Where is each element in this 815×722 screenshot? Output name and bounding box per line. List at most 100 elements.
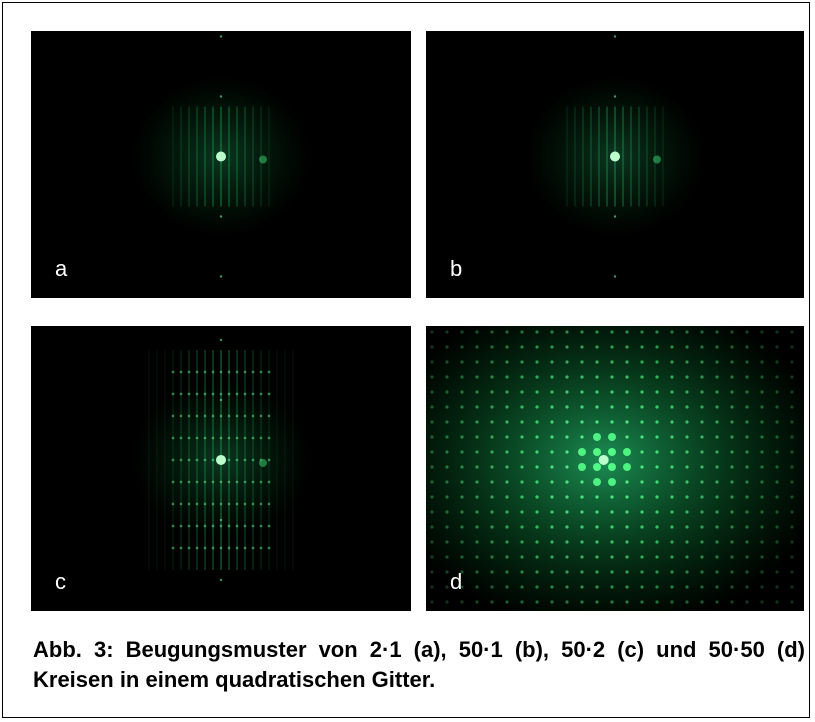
diffraction-dot [460, 495, 464, 499]
diffraction-dot [613, 95, 617, 98]
diffraction-dot [445, 420, 449, 424]
diffraction-dot [251, 414, 255, 418]
diffraction-dot [595, 375, 599, 379]
diffraction-dot [550, 330, 554, 334]
diffraction-dot [625, 330, 629, 334]
diffraction-dot [745, 555, 749, 559]
diffraction-dot [171, 436, 175, 440]
diffraction-dot [595, 510, 599, 514]
diffraction-dot [187, 502, 191, 506]
diffraction-dot [460, 405, 464, 409]
diffraction-dot [219, 518, 223, 522]
diffraction-dot [211, 502, 215, 506]
diffraction-dot [790, 540, 794, 544]
diffraction-dot [550, 450, 554, 454]
diffraction-dot [490, 345, 494, 349]
diffraction-dot [640, 330, 644, 334]
diffraction-dot [505, 510, 509, 514]
diffraction-dot [475, 345, 479, 349]
diffraction-dot [670, 510, 674, 514]
diffraction-dot [760, 540, 764, 544]
diffraction-dot [715, 375, 719, 379]
diffraction-dot [505, 600, 509, 604]
diffraction-dot [610, 555, 614, 559]
diffraction-dot [655, 510, 659, 514]
diffraction-dot [550, 405, 554, 409]
diffraction-dot [187, 546, 191, 550]
diffraction-dot [490, 600, 494, 604]
diffraction-dot [243, 524, 247, 528]
diffraction-dot [445, 570, 449, 574]
diffraction-dot [610, 375, 614, 379]
diffraction-dot [430, 600, 434, 604]
diffraction-dot [775, 480, 779, 484]
diffraction-dot [460, 600, 464, 604]
diffraction-dot [700, 450, 704, 454]
diffraction-dot [235, 392, 239, 396]
diffraction-dot [219, 35, 223, 38]
diffraction-dot [775, 510, 779, 514]
diffraction-dot [685, 585, 689, 589]
diffraction-dot [745, 495, 749, 499]
diffraction-dot [460, 330, 464, 334]
diffraction-dot [267, 436, 271, 440]
diffraction-dot [227, 502, 231, 506]
diffraction-dot [790, 480, 794, 484]
diffraction-dot [700, 465, 704, 469]
diffraction-dot [685, 450, 689, 454]
diffraction-dot [565, 585, 569, 589]
diffraction-dot [227, 546, 231, 550]
diffraction-dot [760, 495, 764, 499]
diffraction-dot [715, 510, 719, 514]
diffraction-dot [490, 360, 494, 364]
diffraction-dot [640, 585, 644, 589]
diffraction-dot [550, 495, 554, 499]
diffraction-dot [745, 570, 749, 574]
diffraction-dot [171, 370, 175, 374]
diffraction-dot [670, 405, 674, 409]
diffraction-dot [251, 370, 255, 374]
diffraction-dot [430, 405, 434, 409]
diffraction-dot [430, 330, 434, 334]
diffraction-dot [595, 345, 599, 349]
diffraction-dot [430, 495, 434, 499]
diffraction-dot [550, 420, 554, 424]
diffraction-dot [505, 570, 509, 574]
diffraction-dot [700, 540, 704, 544]
diffraction-dot [475, 330, 479, 334]
diffraction-dot [195, 480, 199, 484]
diffraction-dot [670, 480, 674, 484]
diffraction-dot [475, 540, 479, 544]
diffraction-dot [267, 502, 271, 506]
diffraction-dot [745, 510, 749, 514]
diffraction-dot [625, 375, 629, 379]
diffraction-dot [195, 392, 199, 396]
diffraction-dot [203, 480, 207, 484]
diffraction-dot [670, 390, 674, 394]
diffraction-dot [685, 540, 689, 544]
diffraction-dot [790, 405, 794, 409]
diffraction-dot [640, 345, 644, 349]
diffraction-dot [179, 436, 183, 440]
diffraction-dot [203, 370, 207, 374]
diffraction-dot [745, 540, 749, 544]
diffraction-dot [565, 495, 569, 499]
diffraction-dot [760, 435, 764, 439]
diffraction-dot [475, 600, 479, 604]
diffraction-dot [655, 555, 659, 559]
diffraction-dot [685, 555, 689, 559]
diffraction-dot [700, 330, 704, 334]
diffraction-dot [730, 585, 734, 589]
diffraction-dot [685, 330, 689, 334]
diffraction-dot [430, 555, 434, 559]
diffraction-dot [505, 360, 509, 364]
diffraction-dot [535, 375, 539, 379]
diffraction-dot [243, 546, 247, 550]
diffraction-dot [179, 370, 183, 374]
diffraction-dot [243, 414, 247, 418]
diffraction-dot [640, 540, 644, 544]
diffraction-dot [670, 420, 674, 424]
diffraction-dot [550, 360, 554, 364]
diffraction-dot [730, 570, 734, 574]
diffraction-dot [595, 420, 599, 424]
